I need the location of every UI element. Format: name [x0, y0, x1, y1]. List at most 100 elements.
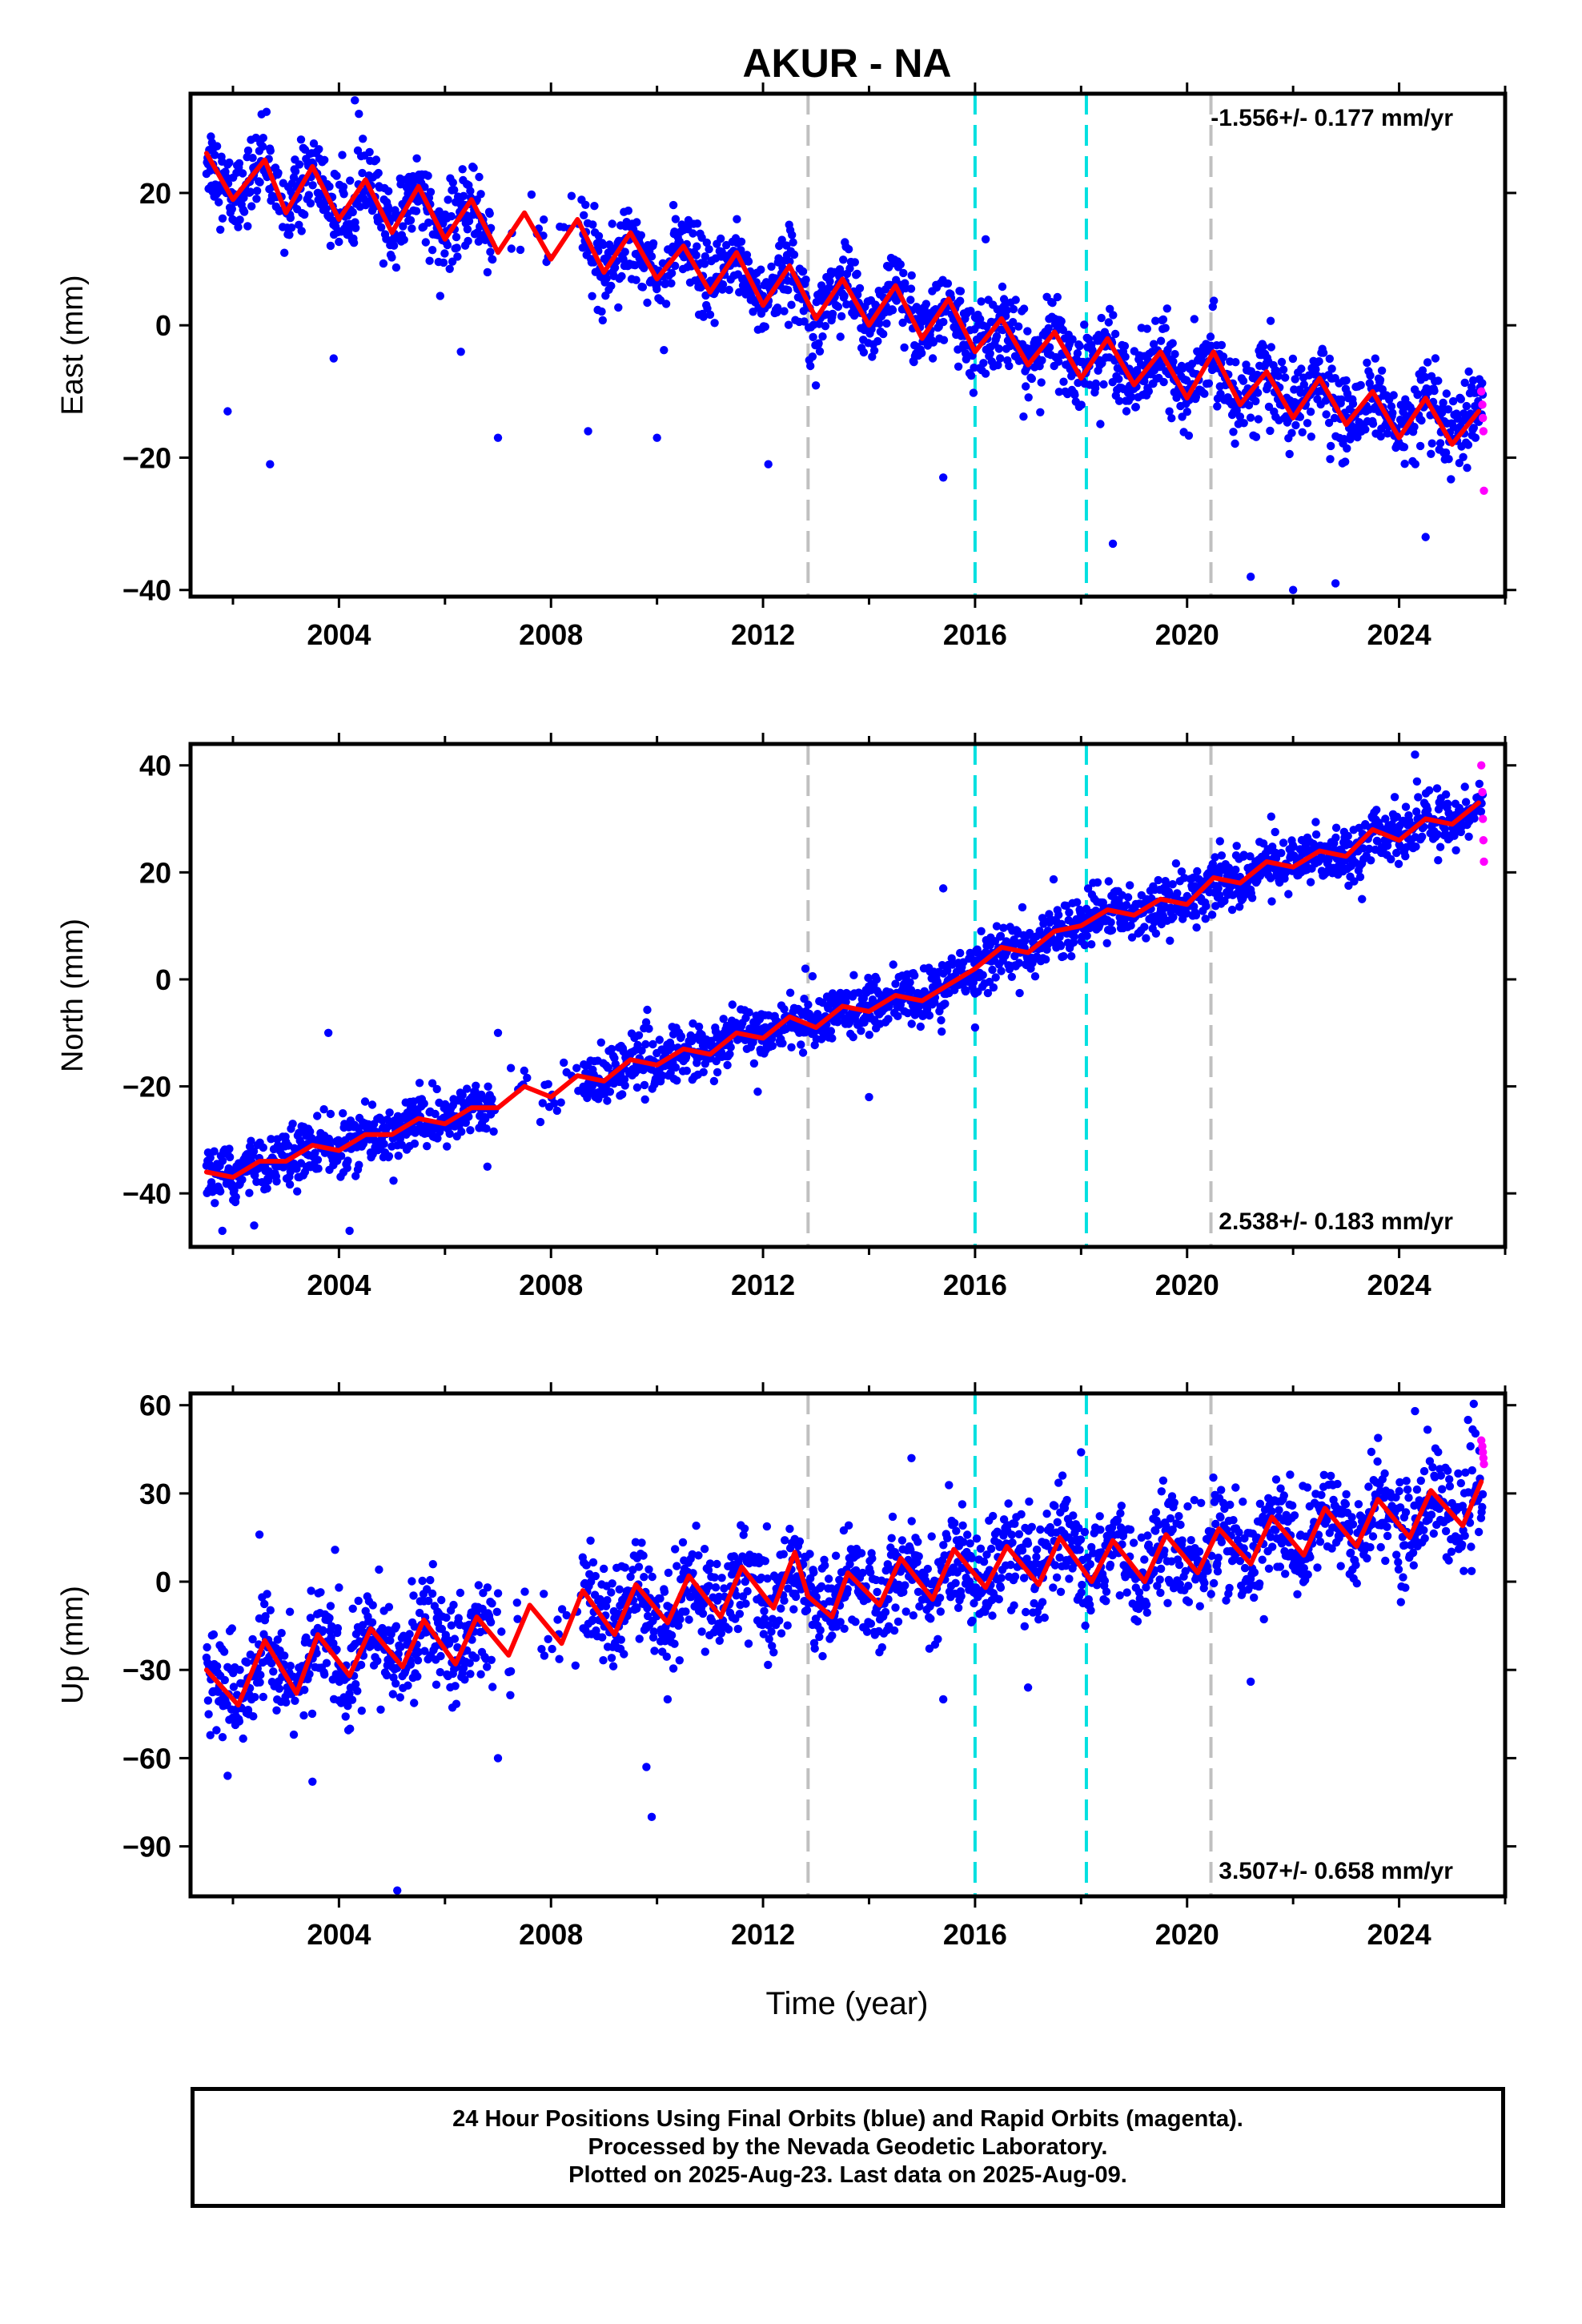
- data-point: [227, 204, 236, 214]
- data-point: [607, 1044, 616, 1054]
- data-point: [426, 187, 436, 196]
- data-point: [600, 1564, 608, 1574]
- data-point: [463, 1084, 472, 1093]
- data-point: [1158, 315, 1168, 324]
- data-point: [391, 1622, 401, 1630]
- data-point: [869, 346, 879, 355]
- data-point: [304, 191, 313, 199]
- data-point: [643, 1005, 652, 1015]
- data-point: [421, 238, 430, 247]
- data-point: [207, 132, 215, 141]
- data-point: [486, 1618, 496, 1627]
- data-point: [1057, 317, 1066, 326]
- data-point: [662, 1652, 671, 1661]
- data-point: [765, 1634, 773, 1643]
- data-point: [1140, 923, 1149, 931]
- data-point: [1231, 439, 1239, 448]
- data-point: [701, 252, 709, 261]
- data-point: [343, 1702, 352, 1711]
- data-point: [358, 168, 367, 178]
- data-point: [1126, 881, 1134, 890]
- data-point: [1267, 812, 1276, 821]
- data-point: [760, 1606, 769, 1616]
- data-point: [602, 274, 611, 283]
- data-point: [225, 158, 234, 167]
- data-point: [650, 1647, 659, 1655]
- data-point: [356, 1660, 366, 1670]
- data-point: [608, 219, 616, 228]
- data-point: [272, 1177, 281, 1186]
- outlier-point: [493, 433, 503, 442]
- data-point: [1030, 972, 1040, 981]
- data-point: [1215, 837, 1225, 846]
- outlier-point: [753, 1088, 762, 1096]
- data-point: [1239, 419, 1248, 428]
- data-point: [725, 1050, 734, 1059]
- data-point: [488, 1095, 496, 1104]
- data-point: [1449, 423, 1459, 432]
- outlier-point: [493, 1028, 503, 1037]
- data-point: [673, 1562, 681, 1570]
- data-point: [671, 1063, 681, 1072]
- data-point: [784, 286, 793, 295]
- data-point: [487, 1655, 496, 1664]
- data-point: [1251, 396, 1260, 406]
- data-point: [1307, 432, 1316, 441]
- data-point: [916, 1022, 926, 1031]
- data-point: [1423, 805, 1432, 814]
- data-point: [825, 283, 834, 292]
- data-point: [689, 229, 697, 238]
- data-point: [634, 1562, 644, 1571]
- data-point: [308, 181, 317, 190]
- data-point: [711, 1583, 721, 1592]
- data-point: [1096, 420, 1105, 428]
- data-point: [763, 1574, 772, 1583]
- data-point: [1254, 415, 1263, 424]
- data-point: [1213, 402, 1222, 411]
- data-point: [1131, 403, 1141, 412]
- y-axis-label: East (mm): [56, 275, 90, 415]
- data-point: [315, 145, 323, 154]
- data-point: [1142, 934, 1150, 943]
- data-point: [544, 1634, 552, 1643]
- data-point: [782, 241, 791, 250]
- data-point: [1331, 823, 1341, 832]
- data-point: [805, 1550, 814, 1558]
- data-point: [488, 1683, 497, 1691]
- data-point: [1311, 830, 1321, 839]
- data-point: [785, 257, 794, 266]
- data-point: [466, 1126, 475, 1135]
- data-point: [693, 219, 702, 228]
- data-point: [892, 296, 901, 305]
- data-point: [267, 1135, 275, 1144]
- data-point: [469, 163, 478, 172]
- data-point: [1418, 832, 1427, 842]
- data-point: [828, 1034, 837, 1043]
- data-point: [243, 146, 253, 155]
- data-point: [833, 302, 843, 312]
- data-point: [218, 1733, 227, 1742]
- data-point: [351, 223, 360, 232]
- data-point: [375, 1565, 383, 1574]
- data-point: [780, 1596, 789, 1605]
- data-point: [1161, 324, 1170, 332]
- data-point: [804, 1000, 813, 1009]
- data-point: [1201, 915, 1210, 923]
- data-point: [1455, 459, 1464, 468]
- data-point: [1452, 846, 1460, 855]
- data-point: [1121, 352, 1130, 361]
- data-point: [620, 1650, 628, 1659]
- data-point: [1441, 448, 1451, 457]
- data-point: [1002, 306, 1011, 315]
- data-point: [1099, 380, 1108, 389]
- data-point: [216, 225, 225, 234]
- data-point: [312, 1649, 321, 1658]
- data-point: [285, 231, 294, 239]
- data-point: [245, 1188, 254, 1197]
- data-point: [588, 1558, 598, 1567]
- data-point: [780, 307, 789, 316]
- data-point: [1322, 410, 1331, 419]
- data-point: [1169, 913, 1178, 922]
- data-point: [735, 1610, 745, 1618]
- data-point: [701, 1647, 709, 1656]
